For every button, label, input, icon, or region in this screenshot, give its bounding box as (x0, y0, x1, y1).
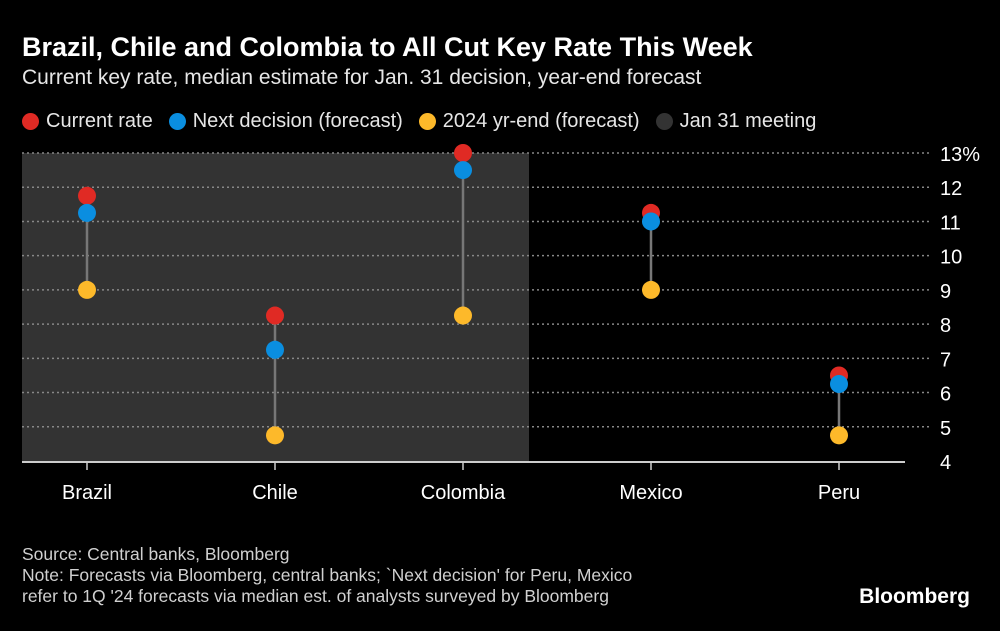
bloomberg-logo: Bloomberg (859, 585, 970, 608)
data-point (266, 340, 284, 359)
data-point (266, 306, 284, 325)
data-point (78, 203, 96, 222)
data-point (454, 144, 472, 162)
data-point (454, 306, 472, 325)
note-line-1: Note: Forecasts via Bloomberg, central b… (22, 565, 633, 585)
legend-swatch (168, 113, 186, 130)
x-tick-label: Colombia (421, 482, 506, 504)
legend-swatch (22, 113, 39, 130)
x-tick-label: Peru (818, 482, 860, 504)
y-tick-label: 9 (940, 281, 951, 303)
legend-swatch (655, 113, 673, 130)
data-point (642, 212, 660, 231)
y-tick-label: 6 (940, 384, 951, 406)
data-point (266, 426, 284, 445)
y-tick-label: 5 (940, 418, 951, 440)
data-point (454, 161, 472, 180)
data-point (830, 375, 848, 393)
y-tick-label: 8 (940, 315, 951, 337)
legend-label: Jan 31 meeting (679, 110, 817, 132)
legend-label: Current rate (46, 110, 153, 132)
legend-item-yearend: 2024 yr-end (forecast) (418, 110, 640, 133)
y-tick-label: 11 (940, 212, 961, 234)
x-tick-label: Brazil (62, 482, 112, 504)
footer: Source: Central banks, Bloomberg Note: F… (22, 544, 632, 607)
x-tick-label: Chile (252, 482, 298, 504)
y-tick-label: 7 (940, 349, 951, 371)
x-tick-label: Mexico (619, 482, 682, 504)
chart-subtitle: Current key rate, median estimate for Ja… (22, 66, 702, 89)
data-point (642, 280, 660, 299)
legend-item-meeting: Jan 31 meeting (655, 110, 817, 133)
data-point (78, 186, 96, 205)
legend-item-current: Current rate (22, 110, 153, 133)
y-tick-label: 10 (940, 247, 962, 269)
legend-swatch (418, 113, 436, 130)
y-tick-label: 4 (940, 452, 951, 474)
note-line-2: refer to 1Q '24 forecasts via median est… (22, 586, 609, 606)
legend-label: 2024 yr-end (forecast) (442, 110, 640, 132)
y-tick-label: 12 (940, 178, 962, 200)
chart-title: Brazil, Chile and Colombia to All Cut Ke… (22, 32, 753, 62)
data-point (78, 280, 96, 299)
data-point (830, 426, 848, 445)
legend-label: Next decision (forecast) (192, 110, 403, 132)
legend-item-next: Next decision (forecast) (168, 110, 403, 133)
legend: Current rate Next decision (forecast) 20… (22, 110, 816, 133)
y-tick-label: 13% (940, 144, 980, 166)
source-note: Source: Central banks, Bloomberg (22, 544, 290, 564)
